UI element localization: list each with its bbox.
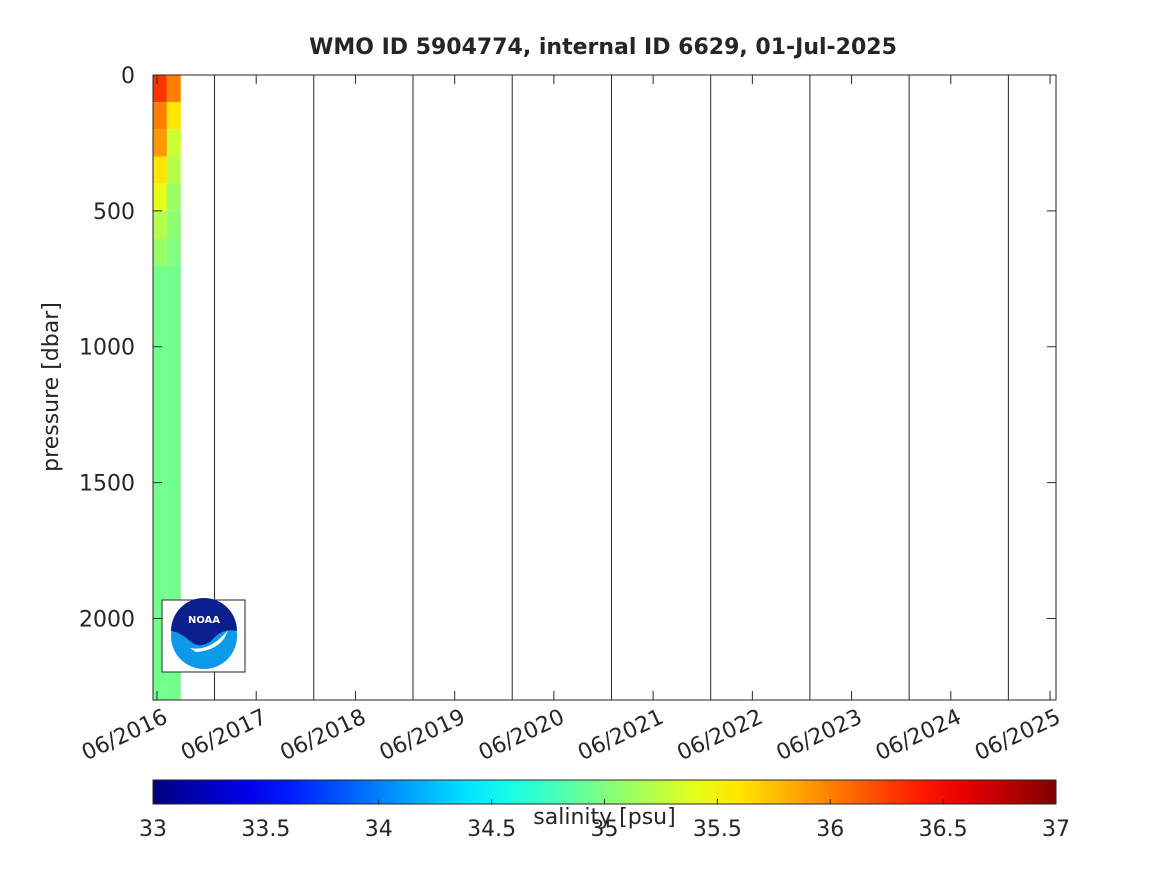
x-tick-label: 06/2024 [872, 705, 965, 766]
salinity-cell [166, 265, 181, 700]
x-tick-label: 06/2018 [277, 705, 370, 766]
salinity-cell [153, 238, 167, 266]
y-tick-label: 1500 [79, 472, 135, 497]
x-tick-label: 06/2025 [971, 705, 1064, 766]
x-tick-label: 06/2022 [673, 705, 766, 766]
x-tick-label: 06/2021 [574, 705, 667, 766]
y-axis-label: pressure [dbar] [39, 302, 64, 472]
x-tick-label: 06/2023 [773, 705, 866, 766]
salinity-cell [166, 75, 181, 103]
x-tick-label: 06/2019 [376, 705, 469, 766]
colorbar-tick-label: 37 [1042, 817, 1070, 842]
colorbar-tick-label: 35 [591, 817, 619, 842]
colorbar-tick-label: 34 [365, 817, 393, 842]
y-tick-label: 2000 [79, 607, 135, 632]
salinity-cell [166, 238, 181, 266]
y-tick-label: 1000 [79, 336, 135, 361]
salinity-cell [153, 129, 167, 157]
chart-title: WMO ID 5904774, internal ID 6629, 01-Jul… [309, 35, 897, 60]
x-tick-label: 06/2017 [177, 705, 270, 766]
logo-top [171, 598, 237, 646]
salinity-cell [153, 75, 167, 103]
noaa-logo: NOAA [161, 598, 246, 673]
salinity-cell [166, 210, 181, 239]
salinity-cell [166, 129, 181, 157]
colorbar-tick-label: 35.5 [693, 817, 742, 842]
colorbar-tick-label: 36.5 [919, 817, 968, 842]
y-tick-label: 0 [121, 64, 135, 89]
logo-text: NOAA [188, 615, 220, 626]
salinity-cell [153, 210, 167, 239]
colorbar-tick-label: 33 [139, 817, 167, 842]
plot-frame [152, 74, 1057, 701]
colorbar-tick-label: 33.5 [241, 817, 290, 842]
logo-bird [190, 630, 228, 652]
colorbar-label: salinity [psu] [533, 805, 675, 830]
x-tick-label: 06/2016 [78, 705, 171, 766]
salinity-cell [166, 102, 181, 130]
salinity-cell [153, 102, 167, 130]
salinity-cell [153, 156, 167, 184]
colorbar-tick-label: 34.5 [467, 817, 516, 842]
y-tick-label: 500 [93, 200, 135, 225]
x-tick-label: 06/2020 [475, 705, 568, 766]
salinity-cell [166, 156, 181, 184]
salinity-cell [153, 183, 167, 211]
colorbar-tick-label: 36 [816, 817, 844, 842]
salinity-cell [166, 183, 181, 211]
